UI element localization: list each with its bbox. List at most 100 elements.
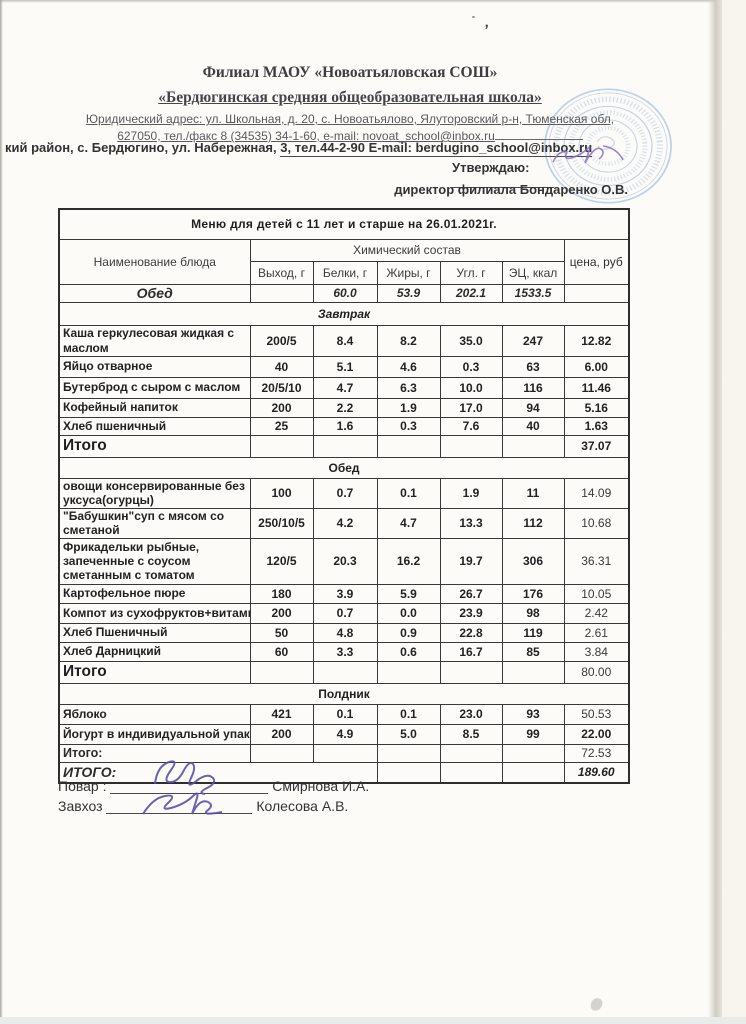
branch-address-underlined: 3, тел.44-2-90 E-mail: berdugino_school@… bbox=[280, 140, 593, 157]
dish-output: 50 bbox=[249, 622, 314, 643]
dish-carbs: 16.7 bbox=[439, 641, 503, 662]
dish-protein: 0.1 bbox=[312, 703, 378, 725]
signature-block: Повар : Смирнова И.А. Завхоз Колесова А.… bbox=[58, 778, 369, 818]
approver-name: директор филиала Бондаренко О.В. bbox=[394, 182, 628, 197]
menu-row: "Бабушкин"суп с мясом со сметаной 250/10… bbox=[58, 507, 630, 539]
dish-protein: 4.7 bbox=[312, 376, 378, 399]
approval-signature-line bbox=[452, 175, 554, 188]
dish-name: Компот из сухофруктов+витами bbox=[58, 602, 251, 624]
dish-name: Хлеб Пшеничный bbox=[58, 622, 251, 643]
dish-name: Картофельное пюре bbox=[58, 583, 251, 604]
dish-price: 10.05 bbox=[563, 583, 630, 604]
approval-signature bbox=[552, 145, 624, 164]
dish-carbs: 0.3 bbox=[439, 355, 503, 378]
menu-row: Яблоко 421 0.1 0.1 23.0 93 50.53 bbox=[58, 703, 630, 725]
dish-energy: 93 bbox=[501, 703, 565, 725]
dish-energy: 11 bbox=[501, 477, 565, 509]
dish-carbs: 35.0 bbox=[439, 324, 503, 357]
dish-energy: 306 bbox=[501, 537, 565, 585]
contact-text: 627050, тел./факс 8 (34535) 34-1-60, e-m… bbox=[117, 129, 495, 143]
scanner-edge-left bbox=[0, 0, 3, 1024]
total-label: Итого bbox=[58, 434, 251, 458]
total-price: 72.53 bbox=[563, 743, 630, 763]
dish-fat: 1.9 bbox=[376, 397, 441, 418]
menu-row: Хлеб пшеничный 25 1.6 0.3 7.6 40 1.63 bbox=[58, 416, 630, 436]
menu-row: Бутерброд с сыром с маслом 20/5/10 4.7 6… bbox=[58, 376, 630, 399]
dish-protein: 1.6 bbox=[312, 416, 378, 436]
grand-total-label: ИТОГО: bbox=[58, 761, 378, 784]
total-price: 37.07 bbox=[563, 434, 630, 458]
section-breakfast: Завтрак bbox=[58, 301, 630, 326]
summary-output bbox=[249, 283, 314, 303]
dish-fat: 0.3 bbox=[376, 416, 441, 436]
daily-summary-row: Обед 60.0 53.9 202.1 1533.5 bbox=[58, 283, 630, 303]
menu-table: Меню для детей с 11 лет и старше на 26.0… bbox=[58, 208, 631, 784]
menu-row: Фрикадельки рыбные, запеченные с соусом … bbox=[58, 537, 630, 585]
dish-carbs: 17.0 bbox=[439, 397, 503, 418]
handwritten-signatures bbox=[142, 760, 223, 815]
dish-protein: 4.8 bbox=[312, 622, 378, 643]
dish-fat: 4.6 bbox=[376, 355, 441, 378]
dish-price: 14.09 bbox=[563, 477, 630, 509]
dish-price: 10.68 bbox=[563, 507, 630, 539]
menu-title-row: Меню для детей с 11 лет и старше на 26.0… bbox=[58, 208, 630, 240]
steward-label: Завхоз bbox=[58, 798, 103, 814]
dish-output: 200/5 bbox=[249, 324, 314, 357]
dish-name: Хлеб Дарницкий bbox=[58, 641, 251, 662]
dish-price: 2.61 bbox=[563, 622, 630, 643]
dish-protein: 3.9 bbox=[312, 583, 378, 604]
dish-output: 40 bbox=[249, 355, 314, 378]
dish-name: "Бабушкин"суп с мясом со сметаной bbox=[58, 507, 251, 539]
dish-protein: 0.7 bbox=[312, 602, 378, 624]
menu-row: Компот из сухофруктов+витами 200 0.7 0.0… bbox=[58, 602, 630, 624]
cook-name: Смирнова И.А. bbox=[272, 778, 370, 794]
summary-protein: 60.0 bbox=[312, 283, 378, 303]
dish-energy: 99 bbox=[501, 723, 565, 745]
dish-output: 180 bbox=[249, 583, 314, 604]
dish-fat: 0.9 bbox=[376, 622, 441, 643]
dish-price: 11.46 bbox=[563, 376, 630, 399]
col-header-fat: Жиры, г bbox=[376, 260, 441, 285]
menu-row: Хлеб Пшеничный 50 4.8 0.9 22.8 119 2.61 bbox=[58, 622, 630, 643]
menu-row: Яйцо отварное 40 5.1 4.6 0.3 63 6.00 bbox=[58, 355, 630, 378]
menu-row: Каша геркулесовая жидкая с маслом 200/5 … bbox=[58, 324, 630, 357]
section-lunch: Обед bbox=[58, 456, 630, 479]
scanner-edge-bottom bbox=[0, 1017, 746, 1024]
scanner-background bbox=[722, 0, 746, 1017]
summary-carbs: 202.1 bbox=[439, 283, 503, 303]
dish-fat: 0.6 bbox=[376, 641, 441, 662]
dish-name: Яйцо отварное bbox=[58, 355, 251, 378]
col-header-protein: Белки, г bbox=[312, 260, 378, 285]
dish-name: овощи консервированные без уксуса(огурцы… bbox=[58, 477, 251, 509]
dish-energy: 40 bbox=[501, 416, 565, 436]
section-lunch-label: Обед bbox=[58, 456, 630, 479]
snack-total-row: Итого: 72.53 bbox=[58, 743, 630, 763]
steward-signature-line bbox=[106, 799, 253, 814]
legal-address-line: Юридический адрес: ул. Школьная, д. 20, … bbox=[85, 112, 615, 126]
org-title-line2: «Бердюгинская средняя общеобразовательна… bbox=[158, 89, 542, 106]
dish-output: 200 bbox=[249, 602, 314, 624]
menu-title: Меню для детей с 11 лет и старше на 26.0… bbox=[58, 208, 630, 240]
col-header-price: цена, руб bbox=[563, 238, 630, 285]
total-label: Итого bbox=[58, 660, 251, 684]
approval-label: Утверждаю: bbox=[452, 160, 530, 175]
dish-price: 6.00 bbox=[563, 355, 630, 378]
scan-smudge-mark bbox=[589, 996, 604, 1013]
cook-label: Повар : bbox=[58, 778, 107, 794]
summary-energy: 1533.5 bbox=[501, 283, 565, 303]
col-header-output: Выход, г bbox=[249, 260, 314, 285]
dish-output: 200 bbox=[249, 397, 314, 418]
dish-output: 120/5 bbox=[249, 537, 314, 585]
dish-carbs: 8.5 bbox=[439, 723, 503, 745]
summary-price bbox=[563, 283, 630, 303]
section-snack-label: Полдник bbox=[58, 682, 630, 705]
dish-name: Йогурт в индивидуальной упако bbox=[58, 723, 251, 745]
steward-line: Завхоз Колесова А.В. bbox=[58, 798, 369, 814]
underline-tail bbox=[494, 128, 583, 140]
dish-energy: 98 bbox=[501, 602, 565, 624]
header-row-top: Наименование блюда Химический состав цен… bbox=[58, 238, 630, 285]
paper-right-edge bbox=[708, 0, 722, 1017]
dish-protein: 0.7 bbox=[312, 477, 378, 509]
dish-fat: 4.7 bbox=[376, 507, 441, 539]
dish-protein: 2.2 bbox=[312, 397, 378, 418]
